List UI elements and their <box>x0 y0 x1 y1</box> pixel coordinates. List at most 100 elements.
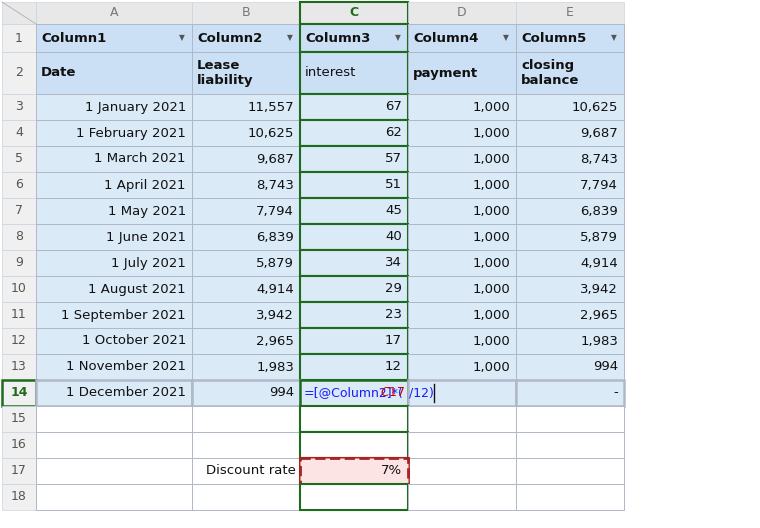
Text: E: E <box>566 6 574 20</box>
Text: A: A <box>109 6 119 20</box>
Bar <box>2 120 36 146</box>
Bar <box>300 94 408 120</box>
Bar <box>2 432 36 458</box>
Bar <box>516 146 624 172</box>
Bar <box>300 458 408 484</box>
Text: 1 March 2021: 1 March 2021 <box>94 153 186 165</box>
Bar <box>516 406 624 432</box>
Text: 8,743: 8,743 <box>580 153 618 165</box>
Bar <box>36 94 192 120</box>
Bar <box>300 458 408 484</box>
Text: 12: 12 <box>11 335 27 347</box>
Bar <box>2 406 36 432</box>
Text: 1 April 2021: 1 April 2021 <box>104 178 186 192</box>
Bar <box>36 380 192 406</box>
Bar <box>36 224 192 250</box>
Bar <box>36 172 192 198</box>
Bar <box>36 24 192 52</box>
Text: 16: 16 <box>11 438 27 451</box>
Text: 5,879: 5,879 <box>580 231 618 243</box>
Text: B: B <box>242 6 250 20</box>
Text: 17: 17 <box>11 465 27 477</box>
Bar <box>192 432 300 458</box>
Text: ▼: ▼ <box>179 33 185 42</box>
Text: 1 August 2021: 1 August 2021 <box>88 282 186 296</box>
Text: interest: interest <box>305 67 356 80</box>
Bar <box>2 172 36 198</box>
Bar <box>36 432 192 458</box>
Bar <box>300 224 408 250</box>
Text: 1 July 2021: 1 July 2021 <box>111 257 186 269</box>
Bar <box>2 146 36 172</box>
Text: 5,879: 5,879 <box>256 257 294 269</box>
Bar <box>516 224 624 250</box>
Text: 1,983: 1,983 <box>580 335 618 347</box>
Bar <box>192 146 300 172</box>
Bar <box>408 302 516 328</box>
Bar <box>192 250 300 276</box>
Bar <box>300 276 408 302</box>
Text: 9,687: 9,687 <box>580 127 618 139</box>
Bar <box>408 52 516 94</box>
Bar <box>300 484 408 510</box>
Bar <box>408 354 516 380</box>
Bar <box>36 120 192 146</box>
Bar <box>408 484 516 510</box>
Bar <box>516 354 624 380</box>
Text: 14: 14 <box>10 386 28 400</box>
Text: 12: 12 <box>385 361 402 373</box>
Text: 1,000: 1,000 <box>472 178 510 192</box>
Bar <box>192 2 300 24</box>
Text: 34: 34 <box>385 257 402 269</box>
Text: -: - <box>613 386 618 400</box>
Bar <box>192 224 300 250</box>
Text: 2: 2 <box>15 67 23 80</box>
Text: ▼: ▼ <box>395 33 401 42</box>
Text: 62: 62 <box>385 127 402 139</box>
Text: 1: 1 <box>15 32 23 44</box>
Text: 7,794: 7,794 <box>580 178 618 192</box>
Bar <box>2 276 36 302</box>
Bar <box>36 484 192 510</box>
Bar <box>192 406 300 432</box>
Bar <box>2 380 36 406</box>
Text: 2,965: 2,965 <box>256 335 294 347</box>
Text: 994: 994 <box>593 361 618 373</box>
Bar <box>300 146 408 172</box>
Bar <box>192 276 300 302</box>
Bar <box>300 52 408 94</box>
Bar <box>516 484 624 510</box>
Bar <box>192 94 300 120</box>
Bar <box>516 432 624 458</box>
Bar <box>516 94 624 120</box>
Bar <box>516 250 624 276</box>
Bar <box>192 380 300 406</box>
Text: 1,000: 1,000 <box>472 204 510 218</box>
Text: 1,983: 1,983 <box>256 361 294 373</box>
Bar <box>2 250 36 276</box>
Bar <box>300 302 408 328</box>
Text: 13: 13 <box>11 361 27 373</box>
Text: 1,000: 1,000 <box>472 335 510 347</box>
Text: 67: 67 <box>385 100 402 114</box>
Bar <box>36 52 192 94</box>
Bar <box>192 484 300 510</box>
Bar <box>516 24 624 52</box>
Bar <box>300 328 408 354</box>
Text: 18: 18 <box>11 491 27 504</box>
Text: 23: 23 <box>385 308 402 322</box>
Bar <box>300 458 408 484</box>
Text: 51: 51 <box>385 178 402 192</box>
Bar <box>408 432 516 458</box>
Text: 3: 3 <box>15 100 23 114</box>
Text: D: D <box>458 6 467 20</box>
Bar <box>516 302 624 328</box>
Bar <box>192 24 300 52</box>
Bar <box>36 328 192 354</box>
Bar <box>408 172 516 198</box>
Text: 1,000: 1,000 <box>472 282 510 296</box>
Text: 9,687: 9,687 <box>256 153 294 165</box>
Text: 1 October 2021: 1 October 2021 <box>81 335 186 347</box>
Bar <box>408 120 516 146</box>
Bar <box>2 458 36 484</box>
